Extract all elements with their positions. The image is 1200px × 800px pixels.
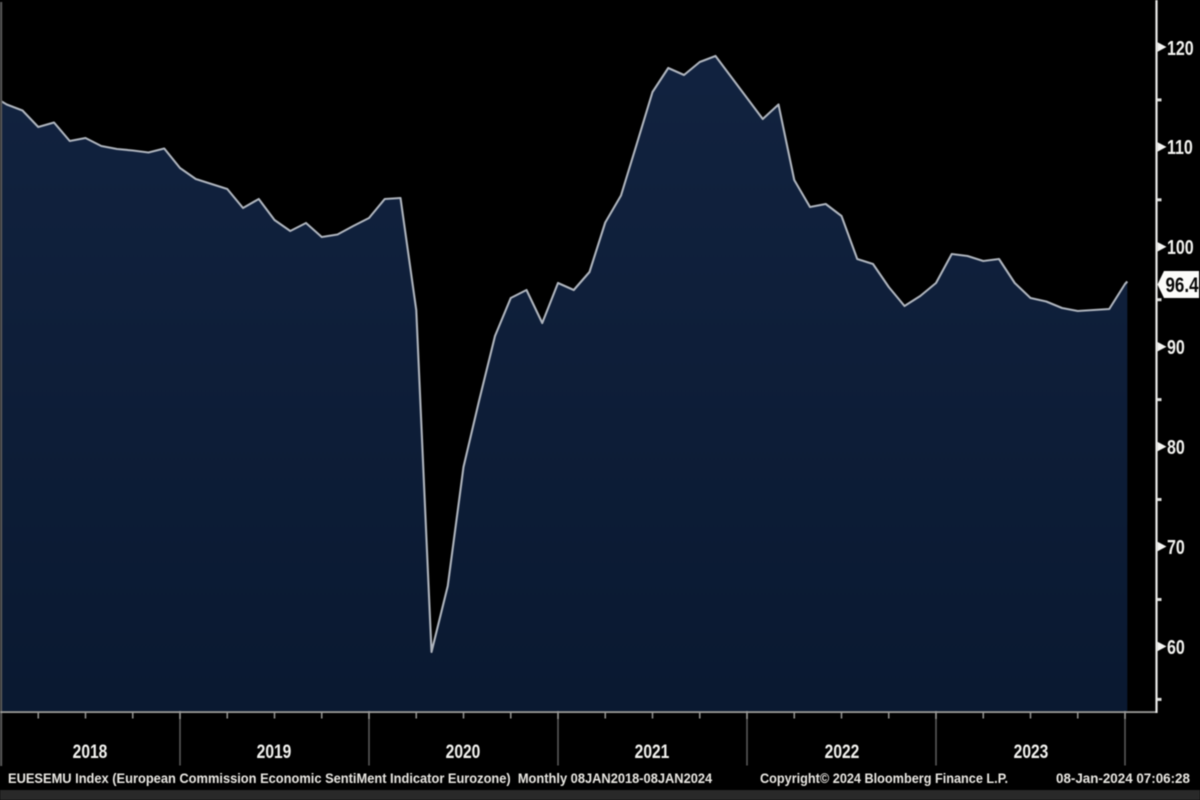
svg-text:96.4: 96.4 [1166, 274, 1199, 297]
